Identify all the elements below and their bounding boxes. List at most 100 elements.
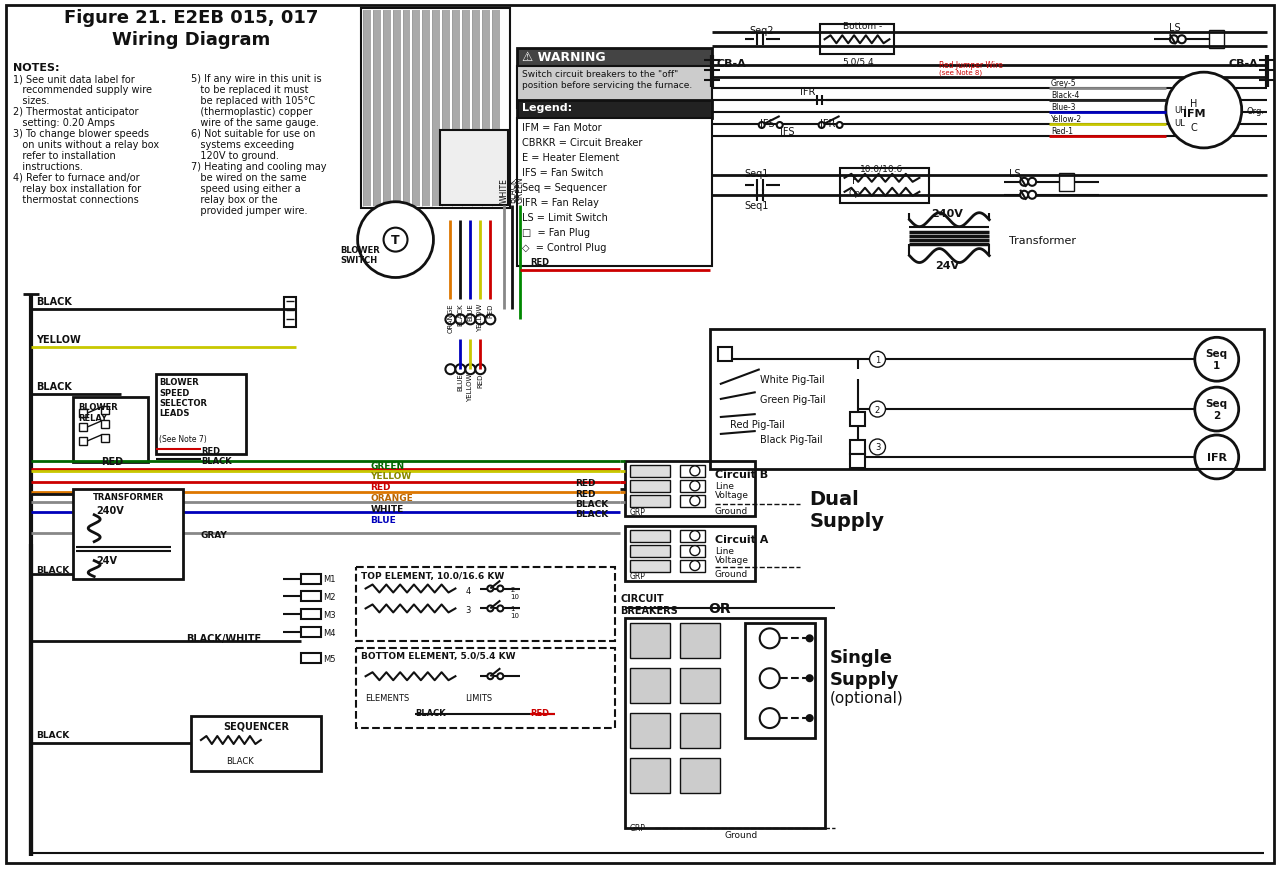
Bar: [301, 627, 320, 638]
Bar: [441, 131, 509, 205]
Text: Supply: Supply: [810, 511, 885, 530]
Text: BLACK: BLACK: [201, 456, 232, 466]
Text: CB-A: CB-A: [717, 59, 747, 70]
Text: IFR: IFR: [799, 87, 815, 97]
Bar: [79, 437, 87, 446]
Bar: [625, 526, 755, 580]
Text: Circuit A: Circuit A: [715, 534, 769, 544]
Circle shape: [446, 365, 456, 375]
Text: RED: RED: [487, 303, 493, 317]
Circle shape: [690, 561, 699, 571]
Circle shape: [1170, 36, 1177, 44]
Text: Red Pig-Tail: Red Pig-Tail: [730, 420, 784, 429]
Circle shape: [1195, 338, 1239, 381]
Text: YELLOW: YELLOW: [370, 471, 411, 481]
Circle shape: [465, 365, 475, 375]
Bar: [356, 567, 615, 641]
Bar: [361, 10, 510, 209]
Text: WHITE: WHITE: [500, 177, 509, 202]
Text: BLACK/WHITE: BLACK/WHITE: [186, 634, 261, 644]
Bar: [473, 11, 480, 207]
Circle shape: [690, 467, 699, 476]
Text: 120V to ground.: 120V to ground.: [191, 150, 279, 161]
Text: RED: RED: [575, 489, 596, 498]
Bar: [79, 423, 87, 432]
Circle shape: [475, 365, 485, 375]
Text: GRP: GRP: [630, 507, 646, 516]
Text: RED: RED: [201, 447, 220, 455]
Text: BLUE: BLUE: [370, 515, 396, 524]
Text: GRAY: GRAY: [201, 530, 228, 539]
Text: BLOWER
SWITCH: BLOWER SWITCH: [341, 245, 380, 265]
Text: YELLOW: YELLOW: [468, 373, 474, 401]
Text: Ground: Ground: [715, 569, 748, 578]
Text: RED: RED: [530, 257, 550, 266]
Text: 2: 2: [875, 405, 880, 415]
Text: to be replaced it must: to be replaced it must: [191, 85, 309, 95]
Bar: [680, 481, 705, 492]
Bar: [156, 375, 246, 454]
Bar: [630, 481, 670, 492]
Text: 6) Not suitable for use on: 6) Not suitable for use on: [191, 129, 315, 139]
Bar: [680, 495, 705, 507]
Text: Seq1: Seq1: [744, 201, 769, 210]
Bar: [518, 50, 712, 67]
Bar: [301, 592, 320, 601]
Text: GREEN: GREEN: [516, 176, 525, 202]
Bar: [518, 67, 712, 109]
Text: position before servicing the furnace.: position before servicing the furnace.: [523, 81, 693, 90]
Text: BOTTOM ELEMENT, 5.0/5.4 KW: BOTTOM ELEMENT, 5.0/5.4 KW: [361, 652, 515, 660]
Text: RED: RED: [478, 373, 483, 387]
Text: setting: 0.20 Amps: setting: 0.20 Amps: [13, 118, 115, 128]
Bar: [356, 648, 615, 728]
Text: 1: 1: [875, 355, 880, 364]
Text: BLACK: BLACK: [457, 303, 464, 326]
Text: 240V: 240V: [931, 209, 963, 218]
Bar: [625, 461, 755, 516]
Text: GREEN: GREEN: [370, 461, 405, 470]
Text: Circuit B: Circuit B: [715, 469, 769, 480]
Text: 240V: 240V: [96, 505, 124, 515]
Bar: [839, 169, 930, 203]
Circle shape: [1195, 435, 1239, 480]
Circle shape: [690, 496, 699, 506]
Text: M3: M3: [323, 610, 336, 620]
Bar: [442, 11, 451, 207]
Text: H: H: [1190, 99, 1198, 109]
Bar: [625, 619, 825, 828]
Circle shape: [487, 606, 493, 612]
Bar: [630, 495, 670, 507]
Text: Yellow-2: Yellow-2: [1052, 115, 1082, 124]
Text: RED: RED: [575, 478, 596, 488]
Text: Seq2: Seq2: [749, 26, 774, 36]
Text: BLUE: BLUE: [468, 303, 474, 321]
Circle shape: [1020, 191, 1029, 200]
Bar: [301, 574, 320, 584]
Circle shape: [760, 708, 780, 728]
Bar: [483, 11, 491, 207]
Text: SEQUENCER: SEQUENCER: [223, 720, 288, 730]
Text: BLACK: BLACK: [575, 509, 608, 518]
Circle shape: [819, 123, 825, 129]
Circle shape: [456, 365, 465, 375]
Text: Red-1: Red-1: [1052, 127, 1073, 136]
Bar: [101, 434, 109, 442]
Bar: [518, 119, 712, 266]
Text: (See Note 7): (See Note 7): [159, 434, 206, 443]
Text: wire of the same gauge.: wire of the same gauge.: [191, 118, 319, 128]
Bar: [101, 421, 109, 428]
Text: (optional): (optional): [830, 690, 903, 706]
Circle shape: [497, 606, 503, 612]
Bar: [423, 11, 430, 207]
Text: Wiring Diagram: Wiring Diagram: [111, 31, 270, 50]
Text: BLACK: BLACK: [507, 177, 516, 202]
Bar: [630, 758, 670, 793]
Text: Legend:: Legend:: [523, 103, 573, 113]
Text: instructions.: instructions.: [13, 162, 83, 172]
Circle shape: [807, 635, 812, 641]
Bar: [630, 713, 670, 748]
Text: relay box installation for: relay box installation for: [13, 183, 141, 194]
Text: 5) If any wire in this unit is: 5) If any wire in this unit is: [191, 74, 322, 84]
Text: sizes.: sizes.: [13, 96, 50, 106]
Circle shape: [465, 315, 475, 325]
